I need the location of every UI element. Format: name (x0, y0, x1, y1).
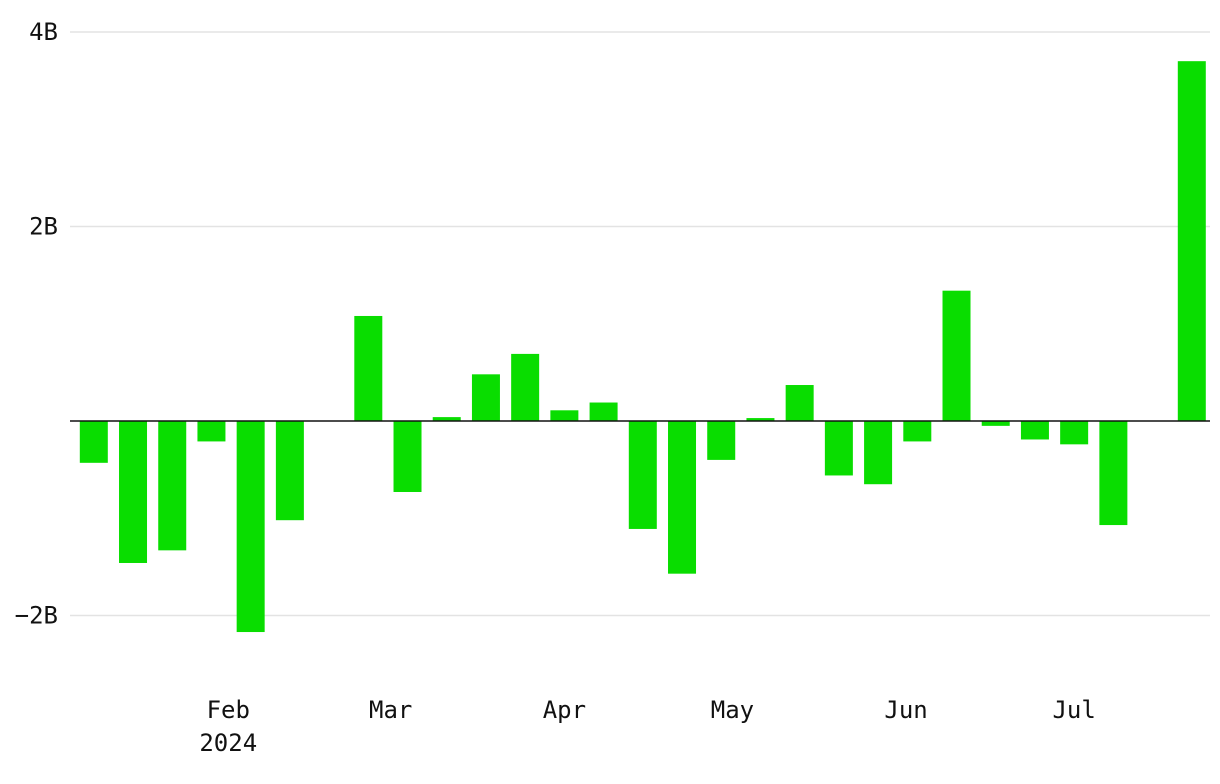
bar (1060, 421, 1089, 445)
bar (707, 421, 736, 460)
x-tick-label: Jun (884, 696, 927, 724)
x-tick-year-label: 2024 (199, 729, 257, 757)
bar (511, 353, 540, 421)
bar (942, 290, 971, 421)
bar (471, 374, 500, 421)
bar (824, 421, 853, 476)
y-tick-label: 4B (29, 18, 58, 46)
bar (903, 421, 932, 442)
bar (1177, 61, 1206, 422)
bar (393, 421, 422, 492)
bar (746, 418, 775, 421)
bar (981, 421, 1010, 426)
x-tick-label: Feb (207, 696, 250, 724)
x-tick-label: Mar (369, 696, 412, 724)
bars (79, 61, 1206, 633)
bar (1099, 421, 1128, 526)
bar (79, 421, 108, 463)
bar (785, 385, 814, 421)
y-tick-label: −2B (15, 602, 58, 630)
bar (628, 421, 657, 529)
bar (864, 421, 893, 485)
bar (158, 421, 187, 551)
x-tick-label: Jul (1052, 696, 1095, 724)
x-axis-labels: Feb 2024 Mar Apr May Jun Jul (199, 696, 1095, 757)
bar (275, 421, 304, 521)
x-tick-label: Apr (543, 696, 586, 724)
x-tick-label: May (711, 696, 754, 724)
y-tick-label: 2B (29, 213, 58, 241)
bar (354, 315, 383, 421)
y-axis-labels: 4B 2B −2B (15, 18, 58, 630)
bar (197, 421, 226, 442)
bar (119, 421, 148, 563)
bar (550, 410, 579, 421)
bar (589, 402, 618, 421)
bar (236, 421, 265, 633)
bar (668, 421, 697, 574)
bar (432, 417, 461, 421)
bar (1020, 421, 1049, 440)
